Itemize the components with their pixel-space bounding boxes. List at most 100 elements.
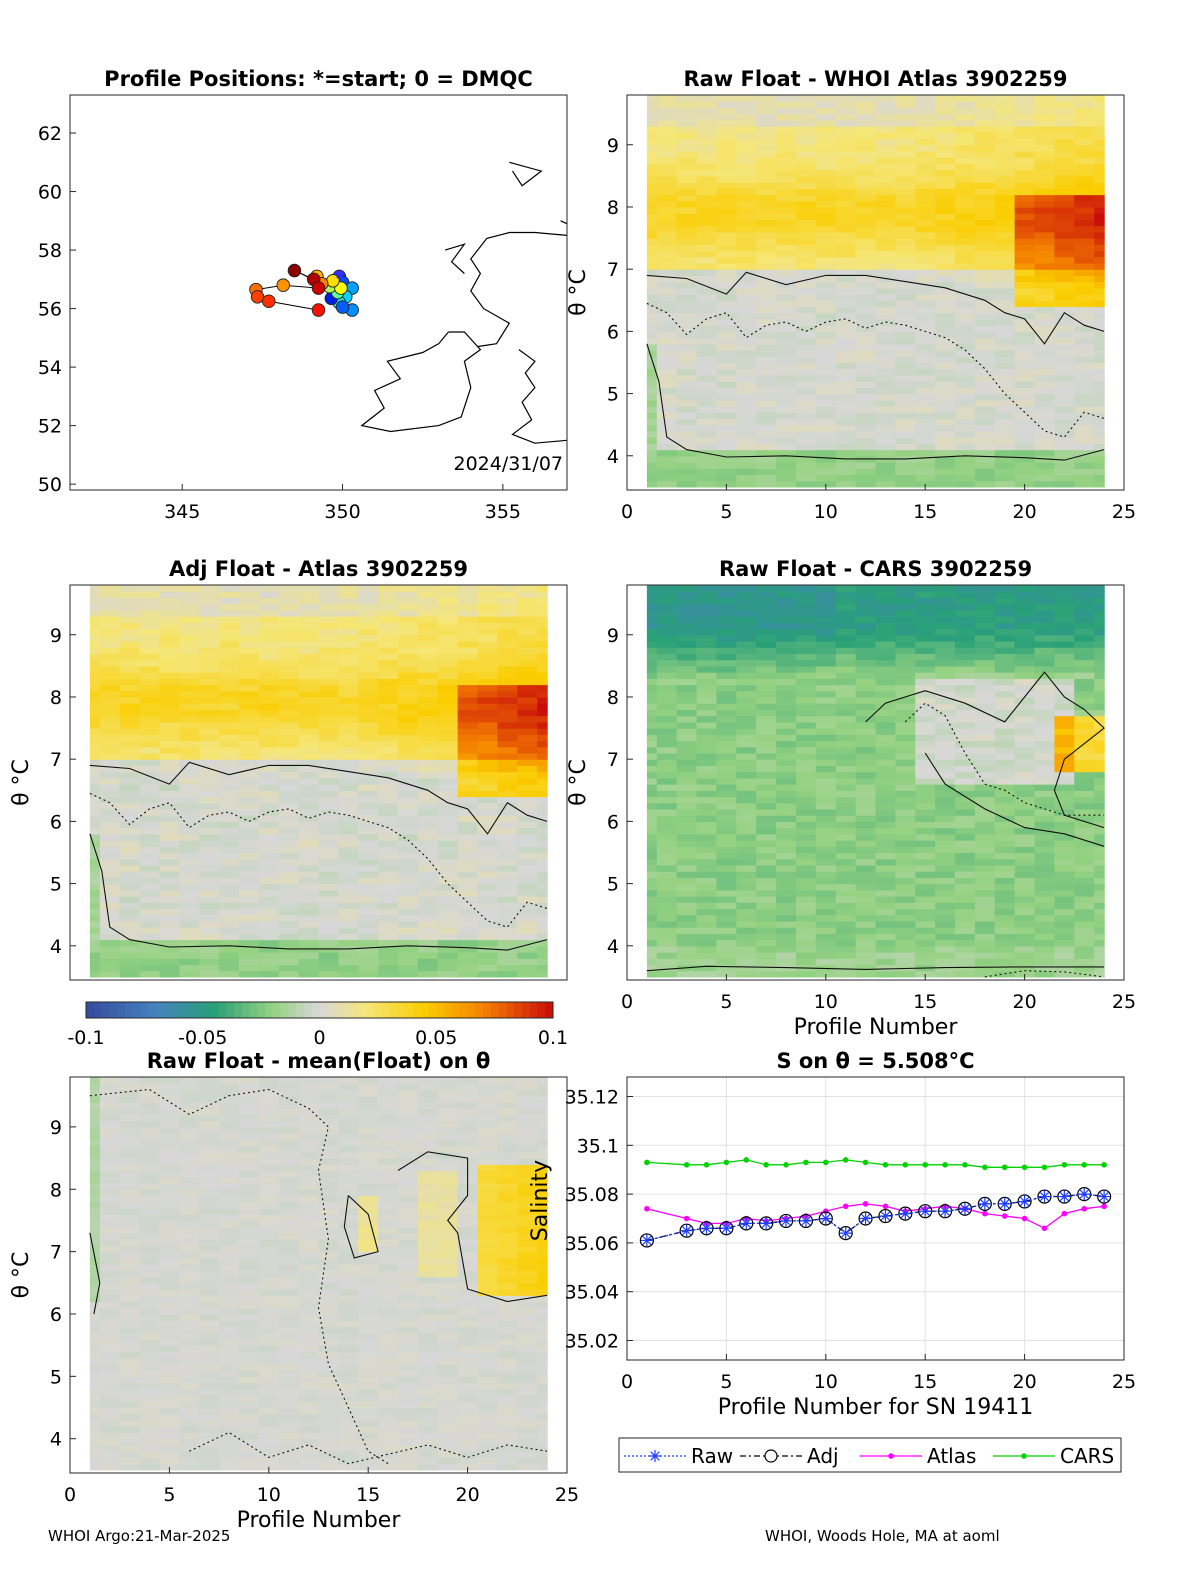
x-tick-label: 15 bbox=[913, 501, 937, 523]
heatmap-cell bbox=[199, 920, 220, 928]
heatmap-cell bbox=[119, 933, 141, 941]
heatmap-cell bbox=[776, 902, 797, 910]
heatmap-cell bbox=[736, 585, 757, 592]
heatmap-cell bbox=[199, 952, 220, 959]
heatmap-cell bbox=[497, 871, 518, 878]
heatmap-cell bbox=[994, 281, 1016, 289]
heatmap-cell bbox=[795, 455, 817, 463]
heatmap-cell bbox=[994, 746, 1016, 754]
heatmap-cell bbox=[915, 468, 936, 476]
heatmap-cell bbox=[497, 846, 518, 854]
heatmap-cell bbox=[656, 709, 678, 717]
heatmap-cell bbox=[855, 815, 877, 822]
heatmap-cell bbox=[517, 914, 538, 922]
heatmap-cell bbox=[318, 927, 339, 934]
heatmap-cell bbox=[258, 765, 280, 773]
heatmap-cell bbox=[139, 1320, 161, 1328]
heatmap-cell bbox=[89, 1282, 101, 1290]
heatmap-cell bbox=[795, 300, 817, 308]
heatmap-cell bbox=[1054, 672, 1075, 679]
heatmap-cell bbox=[756, 219, 777, 227]
heatmap-cell bbox=[159, 672, 180, 679]
heatmap-cell bbox=[398, 858, 419, 866]
heatmap-cell bbox=[537, 622, 548, 630]
heatmap-cell bbox=[915, 368, 936, 376]
heatmap-cell bbox=[1074, 231, 1095, 239]
heatmap-cell bbox=[437, 746, 459, 754]
heatmap-cell bbox=[457, 964, 479, 972]
heatmap-cell bbox=[417, 877, 439, 885]
heatmap-cell bbox=[736, 840, 757, 847]
heatmap-cell bbox=[1014, 113, 1036, 121]
heatmap-cell bbox=[795, 585, 817, 592]
heatmap-cell bbox=[139, 864, 161, 872]
heatmap-cell bbox=[955, 300, 976, 308]
heatmap-cell bbox=[855, 690, 877, 698]
heatmap-cell bbox=[676, 777, 698, 785]
heatmap-cell bbox=[696, 734, 718, 742]
heatmap-cell bbox=[875, 964, 896, 972]
heatmap-cell bbox=[238, 752, 260, 760]
heatmap-cell bbox=[676, 846, 698, 854]
heatmap-cell bbox=[994, 833, 1016, 841]
heatmap-cell bbox=[955, 194, 976, 202]
heatmap-cell bbox=[497, 920, 518, 928]
heatmap-cell bbox=[119, 597, 141, 605]
heatmap-cell bbox=[716, 653, 737, 661]
heatmap-cell bbox=[1054, 808, 1075, 816]
heatmap-cell bbox=[776, 318, 797, 326]
heatmap-cell bbox=[815, 250, 837, 258]
heatmap-cell bbox=[696, 374, 718, 382]
heatmap-cell bbox=[477, 902, 499, 910]
heatmap-cell bbox=[855, 443, 877, 451]
heatmap-cell bbox=[895, 846, 916, 854]
heatmap-cell bbox=[139, 640, 161, 648]
heatmap-cell bbox=[199, 896, 220, 903]
heatmap-cell bbox=[716, 300, 737, 308]
heatmap-cell bbox=[815, 690, 837, 698]
heatmap-cell bbox=[258, 696, 280, 704]
heatmap-cell bbox=[815, 132, 837, 140]
heatmap-cell bbox=[994, 684, 1016, 692]
heatmap-cell bbox=[119, 927, 141, 934]
heatmap-cell bbox=[855, 678, 877, 686]
heatmap-cell bbox=[955, 759, 976, 766]
heatmap-cell bbox=[1014, 939, 1036, 947]
heatmap-cell bbox=[875, 462, 896, 469]
heatmap-cell bbox=[89, 852, 101, 860]
heatmap-cell bbox=[258, 759, 280, 766]
heatmap-cell bbox=[1094, 616, 1105, 623]
heatmap-cell bbox=[696, 300, 718, 308]
heatmap-cell bbox=[1034, 356, 1056, 364]
heatmap-cell bbox=[835, 200, 857, 208]
heatmap-cell bbox=[278, 970, 300, 978]
y-tick-label: 5 bbox=[50, 874, 62, 896]
heatmap-cell bbox=[994, 418, 1016, 426]
heatmap-cell bbox=[1034, 406, 1056, 413]
heatmap-cell bbox=[99, 1239, 121, 1246]
heatmap-cell bbox=[477, 622, 499, 630]
heatmap-cell bbox=[199, 964, 220, 972]
heatmap-cell bbox=[119, 1239, 141, 1246]
heatmap-cell bbox=[955, 653, 976, 661]
heatmap-cell bbox=[278, 784, 300, 791]
heatmap-cell bbox=[895, 815, 916, 822]
heatmap-cell bbox=[776, 474, 797, 482]
heatmap-cell bbox=[338, 684, 359, 692]
heatmap-cell bbox=[855, 640, 877, 648]
heatmap-cell bbox=[855, 721, 877, 729]
heatmap-cell bbox=[955, 462, 976, 469]
heatmap-cell bbox=[736, 889, 757, 897]
heatmap-cell bbox=[875, 406, 896, 413]
heatmap-cell bbox=[1054, 381, 1075, 388]
heatmap-cell bbox=[656, 368, 678, 376]
heatmap-cell bbox=[497, 840, 518, 847]
heatmap-cell bbox=[1014, 406, 1036, 413]
heatmap-cell bbox=[99, 945, 121, 953]
heatmap-cell bbox=[1054, 715, 1075, 723]
heatmap-cell bbox=[457, 815, 479, 822]
heatmap-cell bbox=[437, 790, 459, 798]
heatmap-cell bbox=[1054, 362, 1075, 370]
heatmap-cell bbox=[258, 852, 280, 860]
heatmap-cell bbox=[736, 659, 757, 667]
